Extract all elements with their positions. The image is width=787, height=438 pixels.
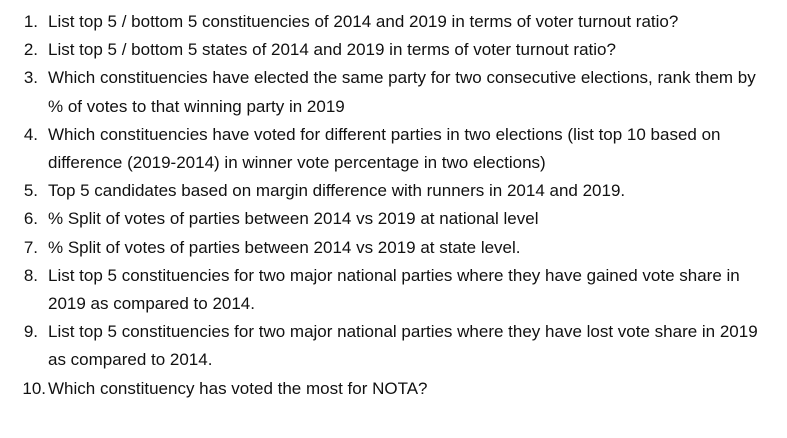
item-number: 7. [23, 237, 38, 257]
item-number: 9. [23, 322, 38, 342]
list-item: 10. Which constituency has voted the mos… [0, 375, 787, 403]
item-text: Top 5 candidates based on margin differe… [48, 181, 626, 201]
item-number: 6. [23, 209, 38, 229]
item-number: 2. [23, 40, 38, 60]
item-number: 3. [23, 68, 38, 88]
list-item: 7. % Split of votes of parties between 2… [0, 234, 787, 262]
list-item: 9. List top 5 constituencies for two maj… [0, 318, 787, 374]
item-number: 10. [22, 378, 46, 398]
item-text: % Split of votes of parties between 2014… [48, 209, 539, 229]
item-text: Which constituencies have voted for diff… [48, 124, 721, 173]
list-item: 6. % Split of votes of parties between 2… [0, 205, 787, 233]
item-number: 4. [23, 124, 38, 144]
item-text: List top 5 / bottom 5 constituencies of … [48, 12, 679, 31]
item-number: 8. [23, 265, 38, 285]
item-text: Which constituency has voted the most fo… [48, 378, 428, 398]
list-item: 3. Which constituencies have elected the… [0, 64, 787, 120]
list-item: 5. Top 5 candidates based on margin diff… [0, 177, 787, 205]
list-item: 4. Which constituencies have voted for d… [0, 121, 787, 177]
item-number: 1. [23, 12, 38, 31]
item-text: List top 5 constituencies for two major … [48, 265, 740, 314]
item-text: Which constituencies have elected the sa… [48, 68, 756, 116]
item-text: % Split of votes of parties between 2014… [48, 237, 521, 257]
list-item: 8. List top 5 constituencies for two maj… [0, 262, 787, 318]
list-item: 1. List top 5 / bottom 5 constituencies … [0, 8, 787, 36]
item-number: 5. [23, 181, 38, 201]
item-text: List top 5 constituencies for two major … [48, 322, 758, 370]
list-item: 2. List top 5 / bottom 5 states of 2014 … [0, 36, 787, 64]
question-list: 1. List top 5 / bottom 5 constituencies … [0, 8, 787, 403]
item-text: List top 5 / bottom 5 states of 2014 and… [48, 40, 616, 60]
